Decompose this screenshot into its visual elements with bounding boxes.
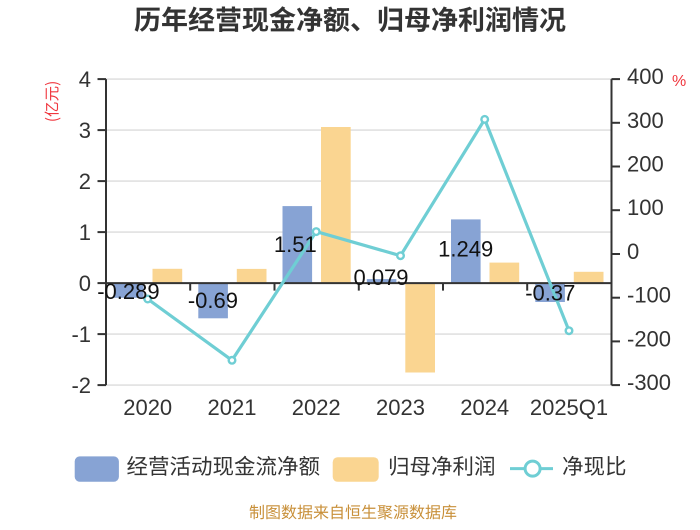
svg-text:-0.69: -0.69 [188,288,238,313]
svg-text:1: 1 [79,220,91,245]
svg-text:2020: 2020 [123,395,172,420]
svg-text:100: 100 [627,195,664,220]
svg-text:0: 0 [79,271,91,296]
svg-text:200: 200 [627,152,664,177]
svg-text:0: 0 [627,239,639,264]
svg-text:-2: -2 [71,373,91,398]
svg-text:2025Q1: 2025Q1 [530,395,608,420]
svg-text:2021: 2021 [208,395,257,420]
svg-text:2023: 2023 [376,395,425,420]
svg-text:-1: -1 [71,322,91,347]
svg-text:2: 2 [79,169,91,194]
svg-text:2022: 2022 [292,395,341,420]
svg-text:0.079: 0.079 [353,265,408,290]
svg-text:-200: -200 [627,326,671,351]
svg-text:1.249: 1.249 [438,237,493,262]
svg-text:%: % [672,73,686,90]
svg-text:400: 400 [627,64,664,89]
svg-text:-0.37: -0.37 [525,280,575,305]
svg-text:-0.289: -0.289 [97,279,159,304]
svg-text:-300: -300 [627,370,671,395]
svg-text:2024: 2024 [460,395,509,420]
svg-text:3: 3 [79,118,91,143]
svg-text:4: 4 [79,67,91,92]
svg-text:-100: -100 [627,283,671,308]
svg-text:300: 300 [627,108,664,133]
svg-text:1.51: 1.51 [274,232,317,257]
